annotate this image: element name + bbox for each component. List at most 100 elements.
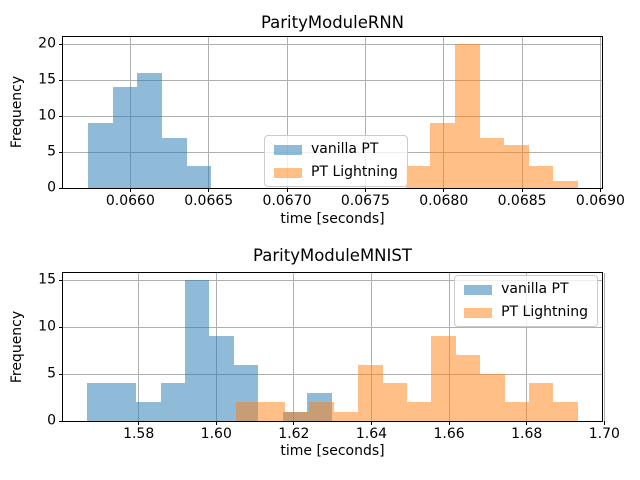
x-tick-label: 0.0660 (105, 193, 155, 209)
x-tick-mark (603, 421, 605, 425)
histogram-bar (236, 402, 261, 421)
histogram-bar (186, 166, 212, 188)
legend-item-pt-lightning: PT Lightning (274, 164, 398, 181)
x-tick-mark (599, 188, 601, 192)
histogram-bar (431, 336, 456, 421)
histogram-bar (160, 383, 186, 421)
y-tick-label: 15 (38, 271, 56, 288)
histogram-bar (528, 166, 554, 188)
plot-title-mnist: ParityModuleMNIST (253, 246, 412, 265)
histogram-bar (309, 402, 334, 421)
histogram-bar (405, 166, 431, 188)
x-tick-mark (448, 421, 450, 425)
histogram-bar (112, 87, 138, 188)
histogram-bar (260, 402, 285, 421)
histogram-bar (185, 280, 210, 421)
y-tick-mark (59, 43, 63, 45)
y-tick-mark (59, 79, 63, 81)
plot-title-rnn: ParityModuleRNN (260, 13, 405, 32)
x-tick-mark (129, 188, 131, 192)
legend-label-pt-lightning: PT Lightning (311, 164, 398, 180)
y-tick-label: 20 (38, 35, 56, 52)
x-gridline (603, 273, 605, 421)
histogram-bar (111, 383, 137, 421)
y-gridline (63, 79, 602, 81)
x-tick-label: 0.0675 (340, 193, 390, 209)
y-gridline (63, 43, 602, 45)
x-tick-mark (208, 188, 210, 192)
histogram-bar (209, 336, 234, 421)
x-gridline (599, 37, 601, 188)
x-tick-label: 0.0665 (184, 193, 234, 209)
legend-item-vanilla-pt: vanilla PT (274, 141, 398, 158)
legend: vanilla PT PT Lightning (264, 135, 408, 187)
x-tick-label: 1.70 (588, 426, 620, 442)
histogram-bar (455, 355, 481, 421)
x-axis-label-mnist: time [seconds] (280, 443, 385, 459)
legend-swatch-pt-lightning (274, 167, 302, 178)
plot-area-mnist: vanilla PT PT Lightning 1.58 1.60 1.62 1.64… (38, 272, 620, 442)
legend-item-pt-lightning: PT Lightning (464, 304, 588, 321)
legend-label-vanilla-pt: vanilla PT (311, 141, 379, 157)
x-gridline (526, 273, 528, 421)
x-tick-label: 0.0690 (575, 193, 625, 209)
y-tick-label: 5 (47, 143, 56, 160)
x-tick-mark (443, 188, 445, 192)
y-tick-mark (59, 151, 63, 153)
y-axis-label-rnn: Frequency (9, 75, 25, 149)
x-gridline (286, 37, 288, 188)
x-gridline (138, 273, 140, 421)
histogram-bar (504, 402, 529, 421)
y-gridline (63, 115, 602, 117)
histogram-bar (382, 383, 407, 421)
legend: vanilla PT PT Lightning (454, 275, 598, 327)
x-tick-mark (526, 421, 528, 425)
histogram-bar (333, 411, 359, 421)
histogram-bar (162, 137, 187, 188)
histogram-bar (284, 411, 310, 421)
x-tick-mark (521, 188, 523, 192)
x-tick-mark (286, 188, 288, 192)
x-tick-label: 1.58 (123, 426, 155, 442)
legend-swatch-pt-lightning (464, 307, 493, 318)
histogram-bar (88, 123, 113, 188)
x-tick-label: 1.64 (355, 426, 388, 442)
legend-swatch-vanilla-pt (274, 144, 302, 155)
y-tick-label: 0 (47, 412, 56, 429)
histogram-bar (406, 402, 432, 421)
y-gridline (63, 279, 602, 281)
histogram-bar (455, 44, 480, 188)
x-gridline (208, 37, 210, 188)
histogram-bar (136, 402, 161, 421)
x-gridline (521, 37, 523, 188)
x-tick-mark (364, 188, 366, 192)
x-tick-mark (293, 421, 295, 425)
y-tick-mark (59, 115, 63, 117)
histogram-bar (430, 123, 456, 188)
legend-swatch-vanilla-pt (464, 284, 493, 295)
x-gridline (364, 37, 366, 188)
y-gridline (63, 326, 602, 328)
y-tick-mark (59, 187, 63, 189)
x-tick-label: 1.60 (200, 426, 232, 442)
x-gridline (293, 273, 295, 421)
x-tick-label: 1.66 (433, 426, 465, 442)
y-tick-label: 5 (47, 365, 56, 382)
y-tick-mark (59, 373, 63, 375)
histogram-bar (553, 402, 578, 421)
y-tick-mark (59, 326, 63, 328)
legend-item-vanilla-pt: vanilla PT (464, 281, 588, 298)
x-tick-mark (370, 421, 372, 425)
x-tick-label: 1.68 (511, 426, 543, 442)
histogram-bar (528, 383, 554, 421)
histogram-bar (480, 374, 505, 421)
y-tick-label: 10 (38, 318, 56, 335)
y-tick-label: 15 (38, 71, 56, 88)
plot-area-rnn: vanilla PT PT Lightning 0.0660 0.0665 0.06… (38, 36, 625, 209)
x-tick-mark (138, 421, 140, 425)
y-tick-label: 0 (47, 179, 56, 196)
histogram-bar (87, 383, 112, 421)
x-tick-label: 0.0670 (262, 193, 312, 209)
x-tick-mark (215, 421, 217, 425)
